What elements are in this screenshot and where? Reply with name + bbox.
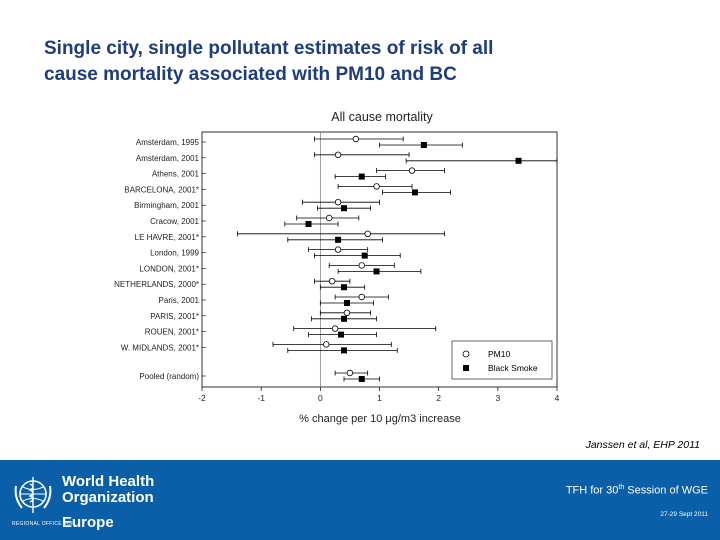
pm10-point [323,341,330,348]
legend-bs-marker [463,365,469,371]
category-label: BARCELONA, 2001* [124,185,199,194]
black-smoke-point [412,189,418,196]
who-region: Europe [62,514,114,531]
x-tick-label: -2 [198,393,206,403]
x-tick-label: 2 [436,393,441,403]
session-suffix: Session of WGE [624,484,708,497]
x-tick-label: 3 [495,393,500,403]
category-label: LE HAVRE, 2001* [135,233,199,242]
black-smoke-point [373,268,380,275]
slide-title-line-2: cause mortality associated with PM10 and… [44,64,457,85]
legend-pm10-marker [462,350,470,358]
black-smoke-point [341,315,347,322]
category-labels: Amsterdam, 1995 Amsterdam, 2001 Athens, 20… [114,138,206,381]
category-label: Birmingham, 2001 [134,201,199,210]
category-label: London, 1999 [150,249,199,258]
pm10-point [373,183,380,190]
black-smoke-point [335,236,342,243]
who-name-line-2: Organization [62,489,154,506]
pm10-point [334,198,342,206]
x-tick-label: 0 [318,393,323,403]
black-smoke-point [361,252,368,259]
data-marks [237,135,558,382]
category-label: Cracow, 2001 [150,217,199,226]
who-name-line-1: World Health [62,473,155,490]
who-name: World Health Organization [62,474,154,506]
legend-bs-label: Black Smoke [488,363,538,373]
legend-box [451,340,553,380]
pm10-point [352,135,360,143]
footer-bar: World Health Organization REGIONAL OFFIC… [0,460,720,540]
regional-office-label: REGIONAL OFFICE FOR [12,521,76,527]
category-label: ROUEN, 2001* [145,328,199,337]
category-label: NETHERLANDS, 2000* [114,280,199,289]
x-tick-label: 1 [377,393,382,403]
session-prefix: TFH for 30 [565,484,619,497]
slide-title-line-1: Single city, single pollutant estimates … [44,38,494,59]
pm10-point [358,262,365,269]
pm10-point [331,325,339,332]
slide-title: Single city, single pollutant estimates … [44,36,664,88]
category-label: PARIS, 2001* [150,312,199,321]
pm10-point [326,214,333,222]
pm10-point [346,369,354,377]
category-label: Amsterdam, 2001 [136,154,200,163]
pm10-point [334,246,342,253]
category-label: W. MIDLANDS, 2001* [121,343,199,352]
black-smoke-point [515,157,522,164]
pm10-point [343,309,351,316]
pm10-point [364,230,371,237]
category-label: Athens, 2001 [152,170,200,179]
pm10-point [334,151,342,158]
pm10-point [328,277,336,285]
black-smoke-point [343,300,350,306]
chart-title: All cause mortality [331,110,433,124]
black-smoke-point [338,331,345,338]
category-label: Paris, 2001 [159,296,200,305]
x-axis-label: % change per 10 μg/m3 increase [299,413,461,425]
category-label: LONDON, 2001* [139,264,199,273]
pm10-point [358,293,365,301]
pm10-point [408,167,416,174]
black-smoke-point [341,347,347,354]
session-text: TFH for 30th Session of WGE [470,484,708,497]
x-tick-label: 4 [555,393,560,403]
session-dates: 27-29 Sept 2011 [660,511,708,518]
x-axis-ticks: -2 -1 0 1 2 3 4 [198,387,560,403]
black-smoke-point [305,221,312,227]
legend: PM10 Black Smoke [451,340,553,380]
x-tick-label: -1 [257,393,265,403]
legend-pm10-label: PM10 [488,349,510,359]
forest-plot: All cause mortality -2 -1 0 1 2 3 4 Amsterdam,… [114,110,560,425]
category-label: Pooled (random) [139,372,199,381]
category-label: Amsterdam, 1995 [136,138,200,147]
black-smoke-point [358,376,365,382]
black-smoke-point [341,284,347,291]
who-emblem-icon [14,477,52,513]
black-smoke-point [341,205,347,212]
black-smoke-point [420,142,427,148]
citation: Janssen et al, EHP 2011 [585,439,700,451]
session-superscript: th [618,484,625,491]
black-smoke-point [358,173,365,180]
